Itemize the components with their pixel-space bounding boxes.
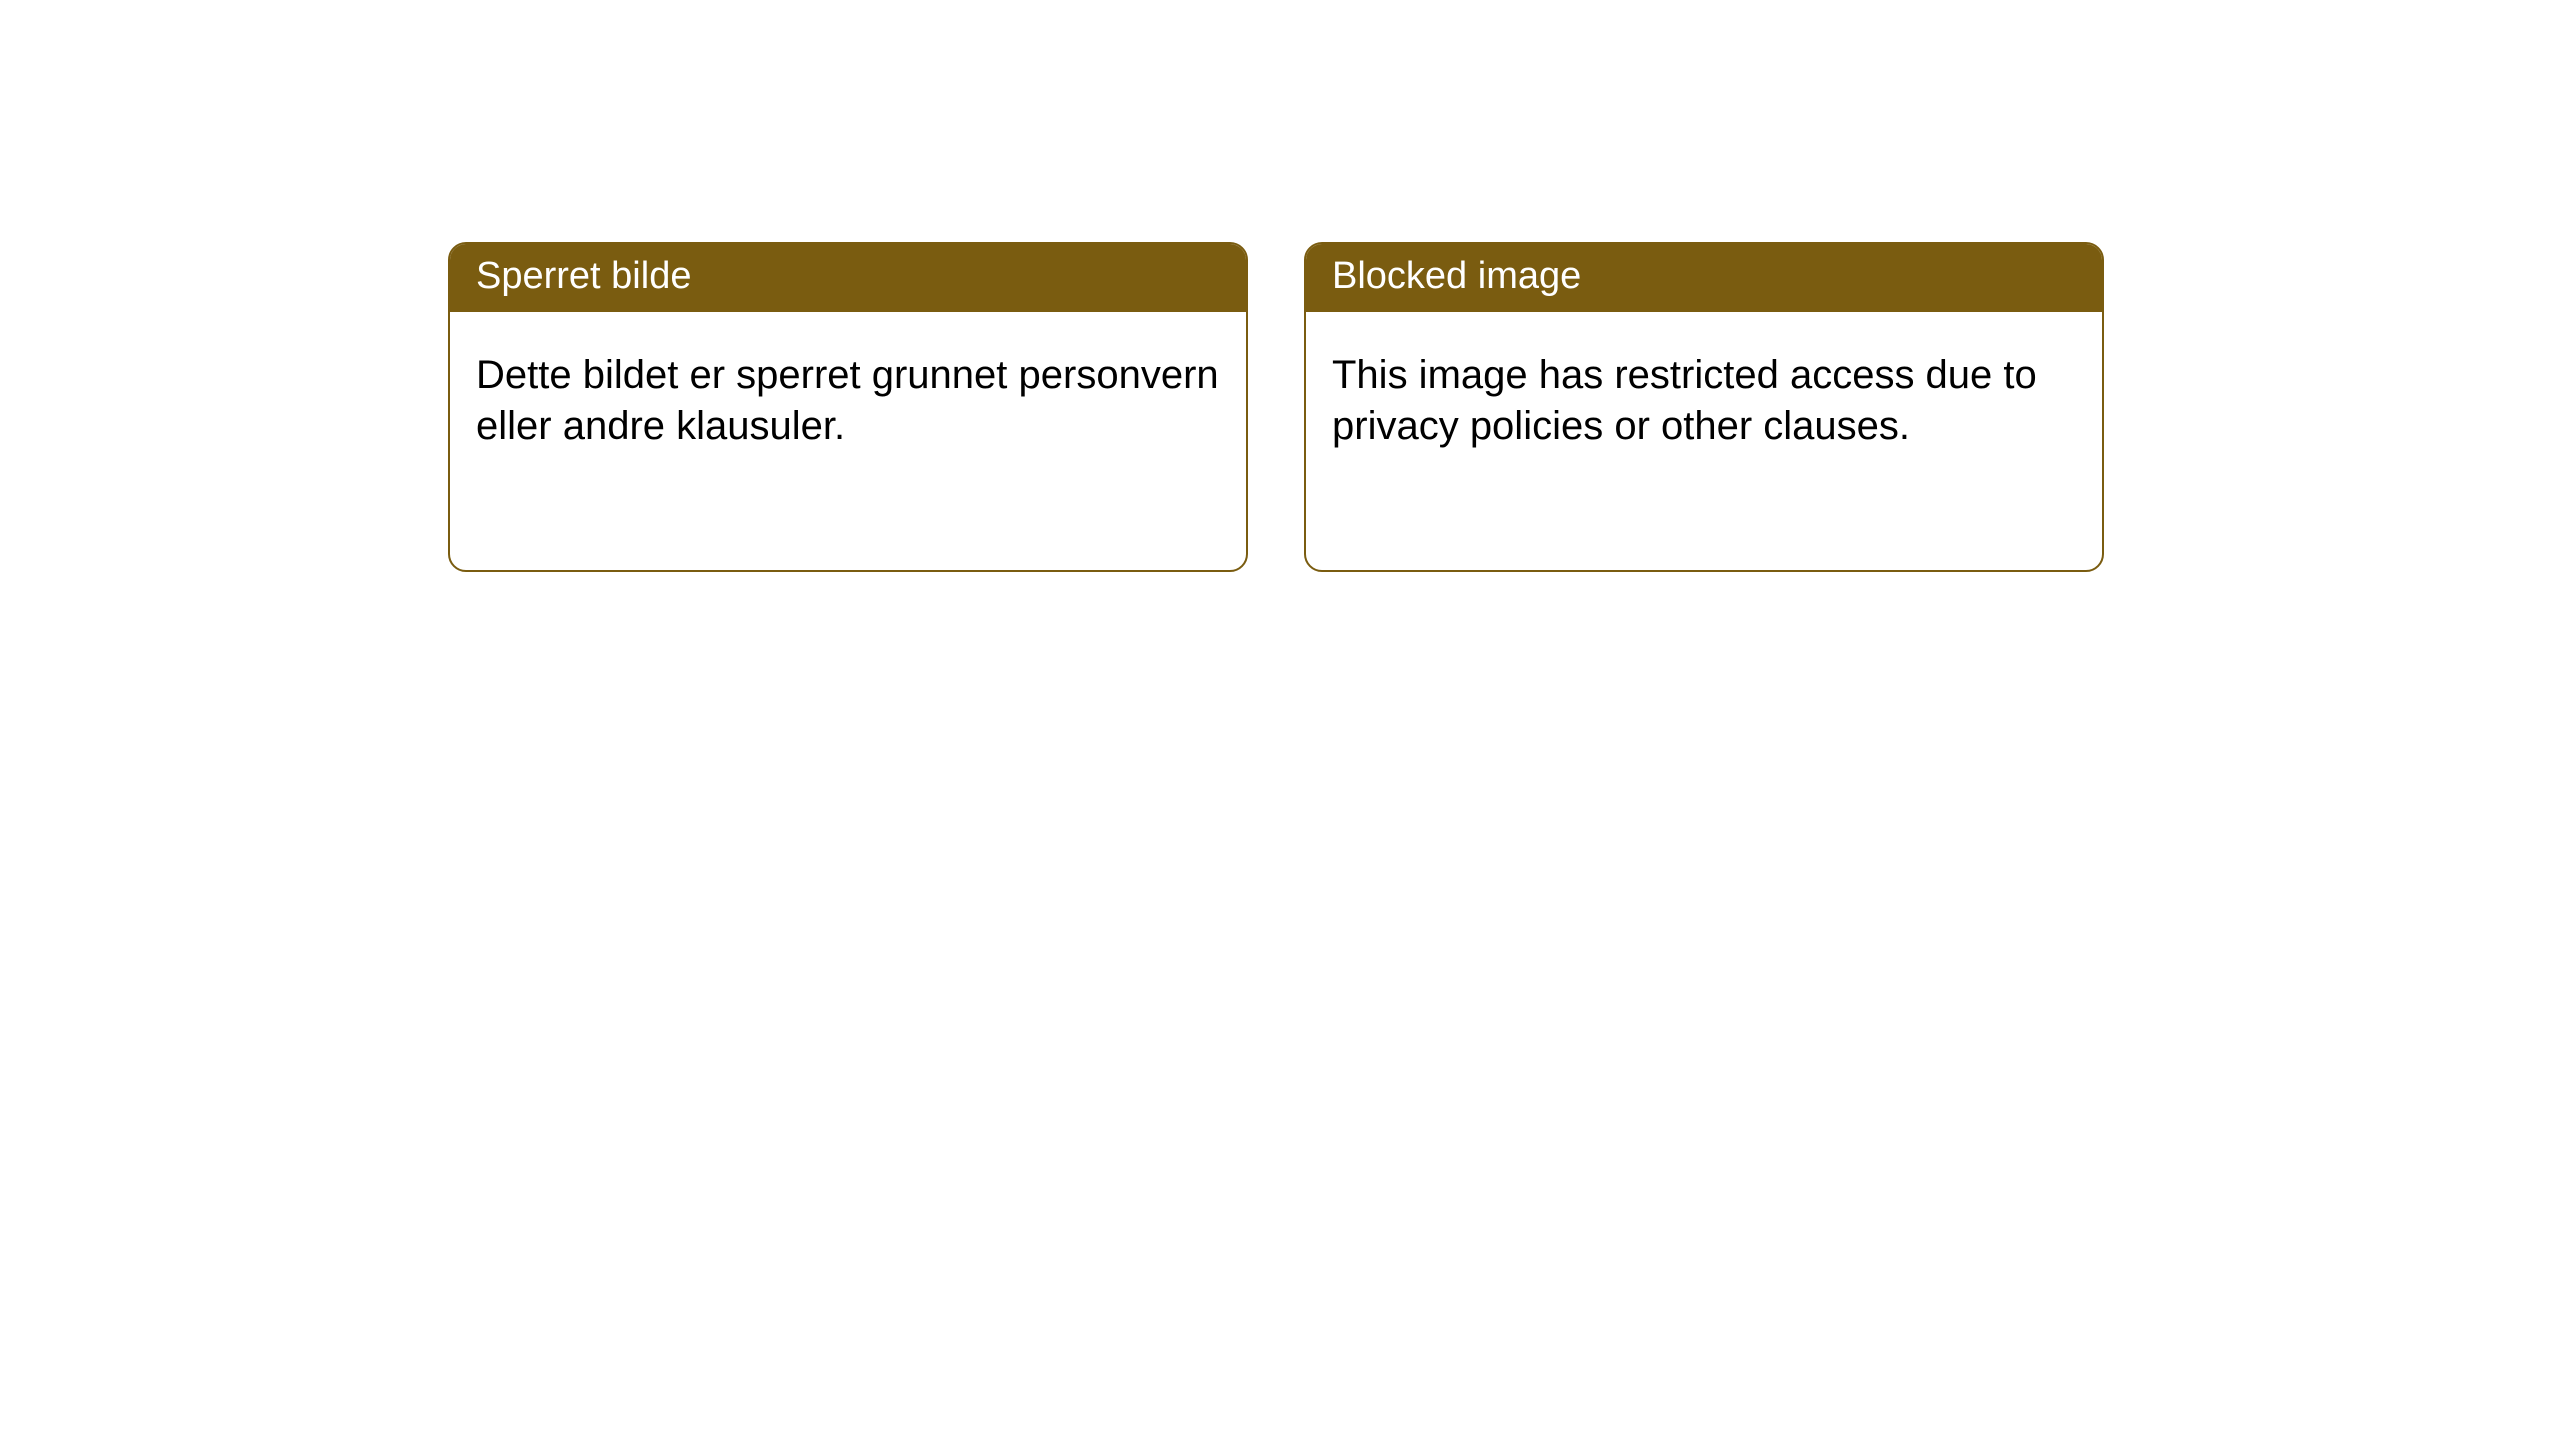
notice-message-english: This image has restricted access due to … xyxy=(1306,312,2102,478)
notice-card-norwegian: Sperret bilde Dette bildet er sperret gr… xyxy=(448,242,1248,572)
notice-container: Sperret bilde Dette bildet er sperret gr… xyxy=(0,0,2560,572)
notice-card-english: Blocked image This image has restricted … xyxy=(1304,242,2104,572)
notice-title-english: Blocked image xyxy=(1306,244,2102,312)
notice-message-norwegian: Dette bildet er sperret grunnet personve… xyxy=(450,312,1246,478)
notice-title-norwegian: Sperret bilde xyxy=(450,244,1246,312)
